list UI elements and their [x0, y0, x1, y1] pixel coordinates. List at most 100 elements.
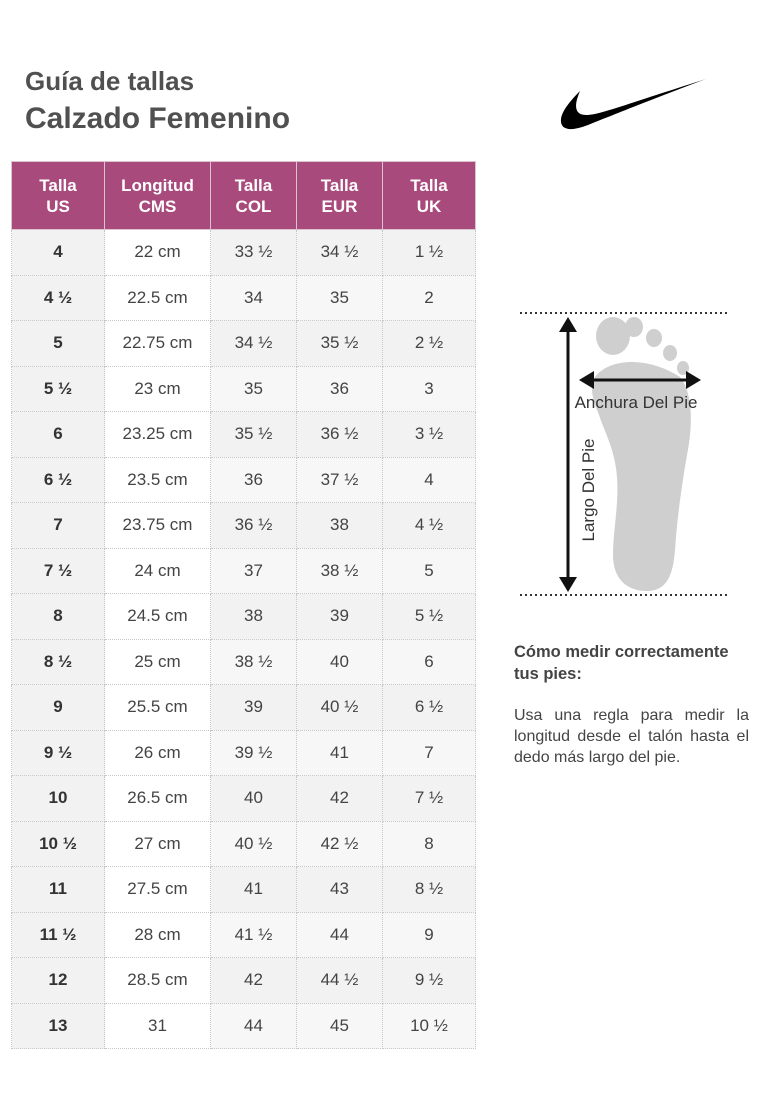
size-uk-cell: 2	[382, 274, 476, 321]
column-header: Longitud CMS	[104, 161, 211, 230]
table-row: 9 ½ 26 cm 39 ½ 41 7	[11, 729, 476, 776]
size-eur-cell: 38	[296, 502, 383, 549]
size-us-cell: 11	[11, 866, 105, 913]
length-cm-cell: 27.5 cm	[104, 866, 211, 913]
length-cm-cell: 23 cm	[104, 365, 211, 412]
swoosh-icon	[560, 79, 706, 130]
column-header-line1: Talla	[410, 175, 448, 195]
size-eur-cell: 42 ½	[296, 820, 383, 867]
size-col-cell: 36 ½	[210, 502, 297, 549]
length-cm-cell: 24.5 cm	[104, 593, 211, 640]
width-label: Anchura Del Pie	[575, 393, 698, 412]
foot-measure-diagram: Anchura Del Pie Largo Del Pie	[520, 312, 730, 596]
size-uk-cell: 9	[382, 911, 476, 958]
size-uk-cell: 5 ½	[382, 593, 476, 640]
size-us-cell: 9	[11, 684, 105, 731]
size-col-cell: 35 ½	[210, 411, 297, 458]
table-row: 8 24.5 cm 38 39 5 ½	[11, 593, 476, 640]
size-eur-cell: 43	[296, 866, 383, 913]
length-cm-cell: 25 cm	[104, 638, 211, 685]
size-us-cell: 9 ½	[11, 729, 105, 776]
column-header: Talla US	[11, 161, 105, 230]
size-uk-cell: 9 ½	[382, 957, 476, 1004]
table-row: 4 ½ 22.5 cm 34 35 2	[11, 274, 476, 321]
column-header-line2: CMS	[138, 196, 177, 216]
size-eur-cell: 36 ½	[296, 411, 383, 458]
size-eur-cell: 42	[296, 775, 383, 822]
footprint-icon	[592, 317, 691, 591]
size-col-cell: 39 ½	[210, 729, 297, 776]
column-header-line1: Talla	[234, 175, 273, 195]
size-col-cell: 40	[210, 775, 297, 822]
length-cm-cell: 23.5 cm	[104, 456, 211, 503]
width-arrow	[579, 371, 701, 389]
size-uk-cell: 6	[382, 638, 476, 685]
length-cm-cell: 22.5 cm	[104, 274, 211, 321]
size-eur-cell: 38 ½	[296, 547, 383, 594]
guide-title: Guía de tallas	[25, 66, 195, 96]
help-title: Cómo medir correctamente tus pies:	[514, 643, 729, 683]
size-uk-cell: 5	[382, 547, 476, 594]
length-label: Largo Del Pie	[579, 438, 598, 541]
table-row: 13 31 44 45 10 ½	[11, 1002, 476, 1049]
size-uk-cell: 10 ½	[382, 1002, 476, 1049]
length-cm-cell: 24 cm	[104, 547, 211, 594]
size-col-cell: 36	[210, 456, 297, 503]
size-eur-cell: 36	[296, 365, 383, 412]
column-header-line2: UK	[416, 196, 442, 216]
size-col-cell: 41	[210, 866, 297, 913]
length-cm-cell: 28 cm	[104, 911, 211, 958]
size-us-cell: 6	[11, 411, 105, 458]
size-uk-cell: 3 ½	[382, 411, 476, 458]
table-row: 10 26.5 cm 40 42 7 ½	[11, 775, 476, 822]
table-row: 7 23.75 cm 36 ½ 38 4 ½	[11, 502, 476, 549]
size-col-cell: 38 ½	[210, 638, 297, 685]
size-eur-cell: 39	[296, 593, 383, 640]
column-header: Talla UK	[382, 161, 476, 230]
table-row: 11 27.5 cm 41 43 8 ½	[11, 866, 476, 913]
size-eur-cell: 34 ½	[296, 229, 383, 276]
size-eur-cell: 44	[296, 911, 383, 958]
size-eur-cell: 35 ½	[296, 320, 383, 367]
table-header-row: Talla US Longitud CMS Talla COL Talla EUR Talla U…	[11, 161, 476, 230]
size-uk-cell: 6 ½	[382, 684, 476, 731]
table-row: 5 ½ 23 cm 35 36 3	[11, 365, 476, 412]
size-eur-cell: 44 ½	[296, 957, 383, 1004]
size-uk-cell: 7 ½	[382, 775, 476, 822]
size-col-cell: 35	[210, 365, 297, 412]
length-cm-cell: 27 cm	[104, 820, 211, 867]
length-cm-cell: 23.75 cm	[104, 502, 211, 549]
table-row: 11 ½ 28 cm 41 ½ 44 9	[11, 911, 476, 958]
size-uk-cell: 2 ½	[382, 320, 476, 367]
size-col-cell: 42	[210, 957, 297, 1004]
size-us-cell: 12	[11, 957, 105, 1004]
size-us-cell: 10 ½	[11, 820, 105, 867]
size-us-cell: 7	[11, 502, 105, 549]
size-table: Talla US Longitud CMS Talla COL Talla EUR Talla U…	[11, 161, 476, 1049]
size-col-cell: 44	[210, 1002, 297, 1049]
size-col-cell: 38	[210, 593, 297, 640]
length-cm-cell: 26 cm	[104, 729, 211, 776]
size-us-cell: 4 ½	[11, 274, 105, 321]
size-col-cell: 41 ½	[210, 911, 297, 958]
size-col-cell: 34 ½	[210, 320, 297, 367]
size-us-cell: 4	[11, 229, 105, 276]
size-uk-cell: 4 ½	[382, 502, 476, 549]
size-eur-cell: 35	[296, 274, 383, 321]
column-header-line2: COL	[235, 196, 272, 216]
size-uk-cell: 4	[382, 456, 476, 503]
length-cm-cell: 25.5 cm	[104, 684, 211, 731]
length-cm-cell: 28.5 cm	[104, 957, 211, 1004]
size-col-cell: 34	[210, 274, 297, 321]
column-header-line2: EUR	[321, 196, 358, 216]
size-col-cell: 40 ½	[210, 820, 297, 867]
size-us-cell: 6 ½	[11, 456, 105, 503]
size-eur-cell: 40 ½	[296, 684, 383, 731]
